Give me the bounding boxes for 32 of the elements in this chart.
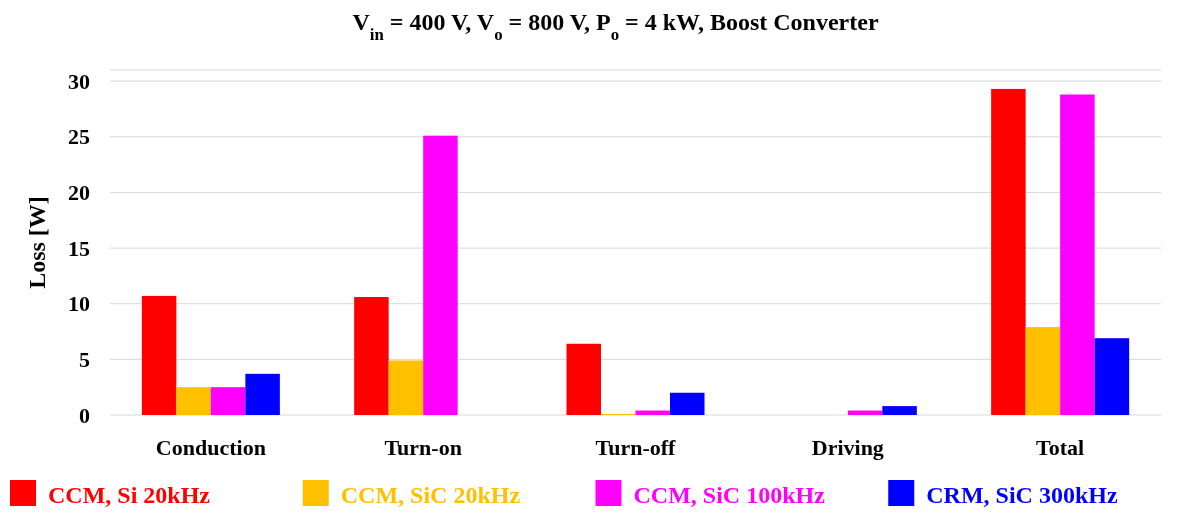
legend-label: CRM, SiC 300kHz (926, 482, 1118, 509)
bar (423, 135, 458, 415)
y-tick-label: 25 (68, 124, 90, 150)
bar (354, 297, 389, 415)
bar (210, 387, 246, 415)
legend-label: CCM, SiC 100kHz (633, 482, 826, 509)
bar (991, 88, 1026, 415)
bar (176, 387, 211, 415)
bar (245, 373, 280, 415)
x-tick-label: Turn-on (384, 435, 462, 460)
y-tick-label: 30 (68, 68, 90, 94)
bar (670, 392, 705, 415)
bar (1094, 338, 1130, 415)
legend-label: CCM, Si 20kHz (48, 482, 211, 509)
legend-label: CCM, SiC 20kHz (340, 482, 521, 509)
chart-title: V$_{in}$ = 400 V, V$_{o}$ = 800 V, P$_{o}$ = 4 kW, Boost Converter (352, 9, 879, 44)
x-tick-label: Turn-off (595, 435, 677, 460)
y-tick-label: 15 (68, 235, 90, 261)
bar (141, 295, 177, 415)
bar (882, 406, 917, 415)
y-tick-label: 10 (68, 291, 90, 317)
x-tick-label: Total (1036, 435, 1085, 460)
y-tick-label: 20 (68, 180, 90, 206)
x-tick-label: Conduction (155, 435, 266, 460)
bar (1060, 94, 1095, 415)
y-axis-title: Loss [W] (24, 196, 50, 289)
x-tick-label: Driving (811, 435, 884, 460)
y-tick-label: 0 (79, 402, 90, 428)
bar (566, 343, 601, 415)
y-tick-label: 5 (79, 347, 90, 373)
bar (388, 360, 424, 415)
bar (1025, 327, 1061, 415)
